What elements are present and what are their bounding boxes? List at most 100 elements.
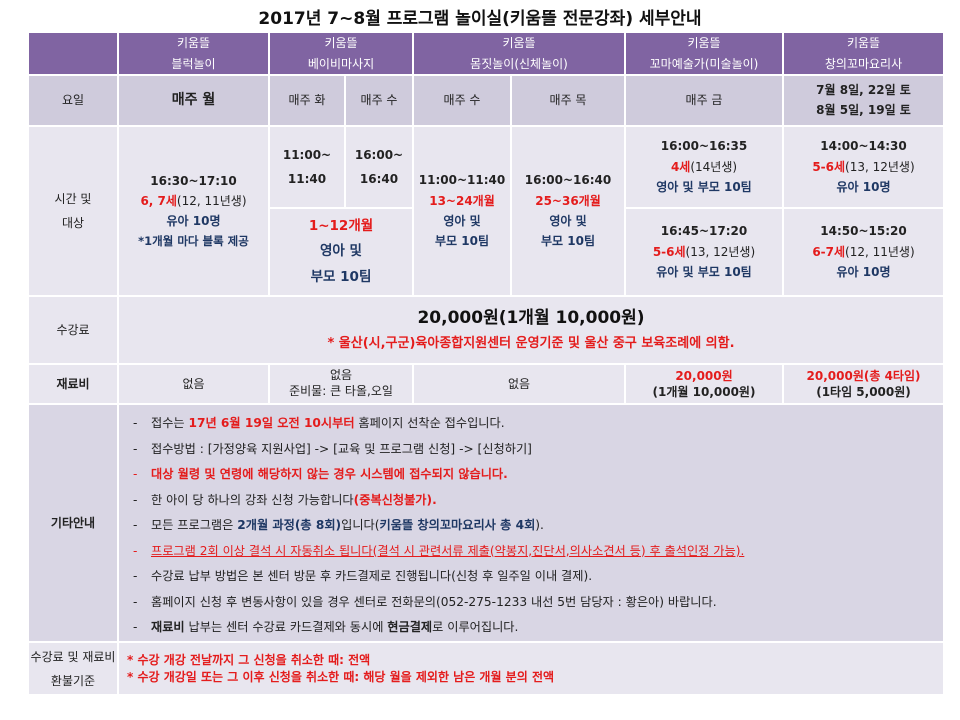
- note-segment: 입니다(: [341, 518, 380, 532]
- note-segment: 키움뜰 창의꼬마요리사 총 4회: [379, 518, 536, 532]
- age-line: 6-7세(12, 11년생): [784, 242, 943, 262]
- note-segment: (중복신청불가).: [353, 492, 437, 507]
- note-segment: 17년 6월 19일 오전 10시부터: [188, 416, 355, 430]
- material-cooking: 20,000원(총 4타임) (1타임 5,000원): [782, 363, 945, 405]
- time-baby-b: 16:00~ 16:40: [344, 125, 414, 209]
- target: 영아 및: [549, 214, 587, 228]
- age: 25~36개월: [535, 193, 601, 208]
- bullet-dash: -: [133, 492, 138, 507]
- label-line: 시간 및: [54, 192, 92, 206]
- day-baby-a: 매주 화: [268, 74, 346, 127]
- note-line: - 수강료 납부 방법은 본 센터 방문 후 카드결제로 진행됩니다(신청 후 일…: [133, 564, 943, 590]
- time-art-1: 16:00~16:35 4세(14년생) 영아 및 부모 10팀: [624, 125, 784, 209]
- refund-line: * 수강 개강 전날까지 그 신청을 취소한 때: 전액: [127, 653, 371, 668]
- day-block: 매주 월: [117, 74, 270, 127]
- time-range: 16:00~16:40: [524, 173, 612, 188]
- birth-years: (13, 12년생): [845, 159, 915, 174]
- time-cook-1: 14:00~14:30 5-6세(13, 12년생) 유아 10명: [782, 125, 945, 209]
- bullet-dash: -: [133, 518, 138, 532]
- target: 유아 10명: [836, 180, 891, 195]
- time-body-a: 11:00~11:40 13~24개월 영아 및 부모 10팀: [412, 125, 512, 297]
- age: 6, 7세: [140, 194, 177, 209]
- note-segment: 납부는 센터 수강료 카드결제와 동시에: [184, 620, 388, 634]
- note-segment: 대상 월령 및 연령에 해당하지 않는 경우 시스템에 접수되지 않습니다.: [151, 467, 508, 481]
- program-prefix: 키움뜰: [176, 36, 211, 51]
- note-line: - 모든 프로그램은 2개월 과정(총 8회)입니다(키움뜰 창의꼬마요리사 총 …: [133, 513, 943, 539]
- fee-value: 20,000원(1개월 10,000원) * 울산(시,구군)육아종합지원센터 …: [117, 295, 945, 365]
- time-range: 14:50~15:20: [820, 224, 907, 239]
- age-line: 4세(14년생): [626, 157, 782, 177]
- bullet-dash: -: [133, 441, 138, 456]
- bullet-dash: -: [133, 620, 138, 634]
- program-name: 블럭놀이: [171, 56, 216, 71]
- note: *1개월 마다 블록 제공: [138, 233, 249, 248]
- bullet-dash: -: [133, 543, 138, 558]
- label-line: 수강료 및 재료비: [30, 649, 116, 664]
- program-prefix: 키움뜰: [846, 36, 881, 51]
- material-row: 재료비 없음 없음 준비물: 큰 타올,오일 없음 20,000원 (1개월 10,…: [27, 363, 945, 405]
- day-body-a: 매주 수: [412, 74, 512, 127]
- refund-row: 수강료 및 재료비 환불기준 * 수강 개강 전날까지 그 신청을 취소한 때: …: [27, 641, 945, 696]
- material-label: 재료비: [27, 363, 119, 405]
- age: 5-6세: [652, 244, 686, 259]
- note-line: - 홈페이지 신청 후 변동사항이 있을 경우 센터로 전화문의(052-275-…: [133, 590, 943, 616]
- age: 4세: [670, 159, 691, 174]
- note-line: - 프로그램 2회 이상 결석 시 자동취소 됩니다(결석 시 관련서류 제출(약…: [133, 539, 943, 565]
- age-line: 6, 7세(12, 11년생): [119, 191, 268, 211]
- fee-amount: 20,000원(1개월 10,000원): [417, 308, 645, 329]
- birth-years: (14년생): [690, 159, 738, 174]
- time-body-b: 16:00~16:40 25~36개월 영아 및 부모 10팀: [510, 125, 626, 297]
- target: 부모 10팀: [310, 268, 372, 285]
- cook-date-2: 8월 5일, 19일 토: [816, 102, 911, 117]
- note-line: -한 아이 당 하나의 강좌 신청 가능합니다(중복신청불가).: [133, 488, 943, 514]
- time-start: 16:00~: [354, 148, 404, 162]
- notes-list: - 접수는 17년 6월 19일 오전 10시부터 홈페이지 선착순 접수입니다.…: [117, 403, 945, 643]
- note-segment: 홈페이지 신청 후 변동사항이 있을 경우 센터로 전화문의(052-275-1…: [151, 594, 717, 609]
- program-prefix: 키움뜰: [324, 36, 358, 51]
- bullet-dash: -: [133, 594, 138, 609]
- age: 6-7세: [812, 244, 846, 259]
- note-segment: 수강료 납부 방법은 본 센터 방문 후 카드결제로 진행됩니다(신청 후 일주…: [151, 569, 593, 583]
- note-segment: 2개월 과정(총 8회): [237, 518, 342, 532]
- note-segment: ).: [535, 518, 544, 532]
- material-detail: (1타임 5,000원): [816, 385, 911, 399]
- age: 1~12개월: [308, 217, 374, 234]
- time-label: 시간 및 대상: [27, 125, 119, 297]
- day-baby-b: 매주 수: [344, 74, 414, 127]
- program-name: 꼬마예술가(미술놀이): [649, 56, 759, 71]
- time-range: 16:30~17:10: [150, 173, 237, 188]
- time-cook-2: 14:50~15:20 6-7세(12, 11년생) 유아 10명: [782, 207, 945, 297]
- header-art: 키움뜰 꼬마예술가(미술놀이): [624, 31, 784, 76]
- note-segment: 한 아이 당 하나의 강좌 신청 가능합니다: [151, 492, 354, 507]
- refund-line: * 수강 개강일 또는 그 이후 신청을 취소한 때: 해당 월을 제외한 남은…: [127, 669, 555, 684]
- note-segment: 프로그램 2회 이상 결석 시 자동취소 됩니다(결석 시 관련서류 제출(약봉…: [151, 543, 745, 558]
- time-range: 14:00~14:30: [820, 139, 907, 154]
- header-cooking: 키움뜰 창의꼬마요리사: [782, 31, 945, 76]
- age: 13~24개월: [429, 193, 495, 208]
- target: 유아 10명: [166, 214, 221, 229]
- day-cooking: 7월 8일, 22일 토 8월 5일, 19일 토: [782, 74, 945, 127]
- material-art: 20,000원 (1개월 10,000원): [624, 363, 784, 405]
- refund-label: 수강료 및 재료비 환불기준: [27, 641, 119, 696]
- target: 영아 및 부모 10팀: [656, 180, 752, 195]
- material-value: 없음: [329, 368, 353, 383]
- schedule-table: 키움뜰 블럭놀이 키움뜰 베이비마사지 키움뜰 몸짓놀이(신체놀이) 키움뜰 꼬마예술가…: [27, 31, 945, 696]
- fee-row: 수강료 20,000원(1개월 10,000원) * 울산(시,구군)육아종합지…: [27, 295, 945, 365]
- material-value: 20,000원(총 4타임): [806, 368, 921, 383]
- target: 유아 10명: [836, 265, 891, 280]
- time-range: 16:45~17:20: [660, 224, 748, 239]
- time-row-top: 시간 및 대상 16:30~17:10 6, 7세(12, 11년생) 유아 10…: [27, 125, 945, 297]
- birth-years: (12, 11년생): [845, 244, 915, 259]
- note-segment: 현금결제: [387, 620, 433, 634]
- note-segment: 모든 프로그램은: [151, 518, 238, 532]
- time-baby-a: 11:00~ 11:40: [268, 125, 346, 209]
- header-baby-massage: 키움뜰 베이비마사지: [268, 31, 414, 76]
- time-range: 11:00~11:40: [418, 173, 506, 188]
- notes-label: 기타안내: [27, 403, 119, 643]
- program-prefix: 키움뜰: [502, 36, 536, 51]
- note-segment: 접수는: [151, 416, 189, 430]
- time-baby-common: 1~12개월 영아 및 부모 10팀: [268, 207, 414, 297]
- refund-policy: * 수강 개강 전날까지 그 신청을 취소한 때: 전액 * 수강 개강일 또는 …: [117, 641, 945, 696]
- time-end: 11:40: [287, 172, 327, 186]
